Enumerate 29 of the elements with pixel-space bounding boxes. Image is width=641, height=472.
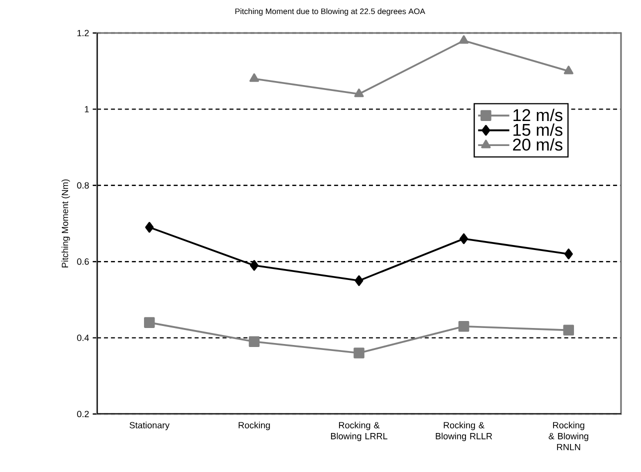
y-tick-label: 1.2 <box>77 30 89 36</box>
point <box>354 275 364 286</box>
point <box>459 35 469 44</box>
y-axis-title: Pitching Moment (Nm) <box>62 179 70 268</box>
point <box>248 336 260 347</box>
legend-label: 12 m/s <box>513 108 562 122</box>
y-tick-label: 0.6 <box>77 258 89 265</box>
x-tick-label: Rocking & Blowing RLLR <box>436 422 492 442</box>
point <box>458 320 470 332</box>
y-tick-label: 0.4 <box>77 334 89 341</box>
point <box>354 348 364 358</box>
point <box>564 66 574 74</box>
x-tick-label: Rocking <box>238 422 270 430</box>
point <box>564 248 573 260</box>
point <box>563 324 574 336</box>
point <box>249 73 259 82</box>
legend-label: 20 m/s <box>513 138 562 151</box>
point <box>144 317 155 328</box>
y-tick-label: 1 <box>84 106 89 112</box>
legend-label: 15 m/s <box>513 123 562 136</box>
y-tick-label: 0.8 <box>77 182 89 189</box>
point <box>354 88 364 98</box>
x-tick-label: Rocking & Blowing LRRL <box>331 422 388 442</box>
point <box>145 222 154 233</box>
x-tick-label: Rocking & Blowing RNLN <box>548 422 588 450</box>
point <box>460 233 468 244</box>
point <box>250 260 258 271</box>
x-tick-label: Stationary <box>130 422 170 430</box>
y-tick-label: 0.2 <box>77 410 89 418</box>
